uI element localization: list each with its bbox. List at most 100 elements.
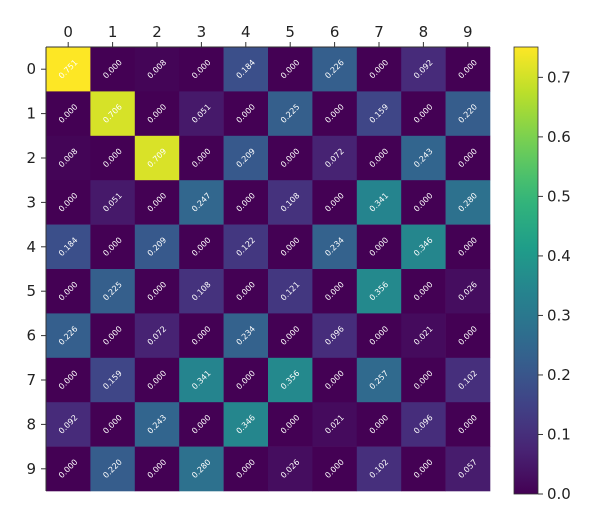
heatmap-cell [90,135,136,181]
heatmap-cell [46,135,91,181]
heatmap-cell [268,135,313,181]
heatmap-cell [90,313,136,359]
heatmap-cell [445,135,491,181]
heatmap-cell [223,446,269,492]
heatmap-cell [134,135,180,181]
heatmap-cell [312,446,358,492]
heatmap-cell [356,91,402,137]
y-tick-label: 0 [26,60,36,78]
heatmap-axes: 0 1 2 3 4 5 6 7 8 9 0 1 2 3 4 5 6 7 8 9 [26,23,490,491]
heatmap-cell [179,47,224,92]
x-tick-label: 6 [330,23,340,41]
heatmap-cell [401,446,446,492]
x-tick-label: 9 [463,23,473,41]
heatmap-cell [46,91,91,137]
heatmap-cell [223,135,269,181]
heatmap-cell [268,91,313,137]
heatmap-cell [179,180,224,225]
heatmap-cell [179,402,224,447]
heatmap-cell [90,180,136,225]
colorbar-tick-label: 0.5 [547,187,571,205]
x-tick-label: 0 [63,23,73,41]
x-tick-label: 8 [419,23,429,41]
heatmap-cell [401,224,446,270]
heatmap-cell [268,402,313,447]
y-tick-label: 5 [26,282,36,300]
heatmap-cell [134,91,180,137]
heatmap-cell [179,269,224,314]
heatmap-cell [223,269,269,314]
heatmap-cell [445,269,491,314]
heatmap-cell [90,269,136,314]
heatmap-cell [312,357,358,403]
heatmap-cell [90,224,136,270]
colorbar: 0.0 0.1 0.2 0.3 0.4 0.5 0.6 0.7 [513,46,571,503]
heatmap-cell [312,91,358,137]
heatmap-cell [46,224,91,270]
x-tick-label: 2 [152,23,162,41]
colorbar-tick-label: 0.3 [547,306,571,324]
heatmap-cell [445,446,491,492]
x-tick-label: 7 [374,23,384,41]
heatmap-cell [268,224,313,270]
y-tick-label: 1 [26,105,36,123]
colorbar-tick-label: 0.0 [547,485,571,503]
heatmap-cell [90,402,136,447]
heatmap-cell [268,47,313,92]
colorbar-gradient [513,46,539,495]
y-tick-label: 6 [26,327,36,345]
heatmap-cell [401,269,446,314]
heatmap-cell [312,47,358,92]
heatmap-cell [312,313,358,359]
x-tick-label: 4 [241,23,251,41]
heatmap-cell [356,446,402,492]
heatmap-cell [46,357,91,403]
heatmap-cell [356,47,402,92]
heatmap-cell [312,402,358,447]
y-tick-label: 7 [26,371,36,389]
heatmap-cell [223,47,269,92]
heatmap-cell [401,47,446,92]
heatmap-cell [445,91,491,137]
heatmap-cell [179,357,224,403]
heatmap-cell [401,91,446,137]
heatmap-cell [134,313,180,359]
heatmap-cell [356,357,402,403]
colorbar-tick-label: 0.7 [547,68,571,86]
heatmap-cell [134,180,180,225]
colorbar-tick-label: 0.6 [547,128,571,146]
heatmap-cell [445,357,491,403]
heatmap-cell [268,269,313,314]
heatmap-cell [223,402,269,447]
heatmap-cell [356,402,402,447]
heatmap-cell [179,91,224,137]
heatmap-cell [268,446,313,492]
heatmap-cell [312,269,358,314]
heatmap-cell [90,47,136,92]
y-tick-label: 4 [26,238,36,256]
heatmap-cell [46,47,91,92]
heatmap-cell [223,357,269,403]
y-tick-label: 3 [26,193,36,211]
heatmap-cell [445,224,491,270]
heatmap-cell [223,91,269,137]
heatmap-cell [401,313,446,359]
heatmap-cell [134,446,180,492]
heatmap-cell [179,313,224,359]
heatmap-cell [401,357,446,403]
heatmap-cell [46,269,91,314]
heatmap-cell [46,402,91,447]
heatmap-cell [179,135,224,181]
x-tick-label: 5 [285,23,295,41]
heatmap-cell [90,446,136,492]
heatmap-cell [223,224,269,270]
heatmap-cell [356,269,402,314]
heatmap-cell [46,180,91,225]
heatmap-cell [223,180,269,225]
heatmap-cell [90,357,136,403]
y-tick-label: 9 [26,460,36,478]
colorbar-tick-label: 0.2 [547,366,571,384]
heatmap-cell [401,402,446,447]
